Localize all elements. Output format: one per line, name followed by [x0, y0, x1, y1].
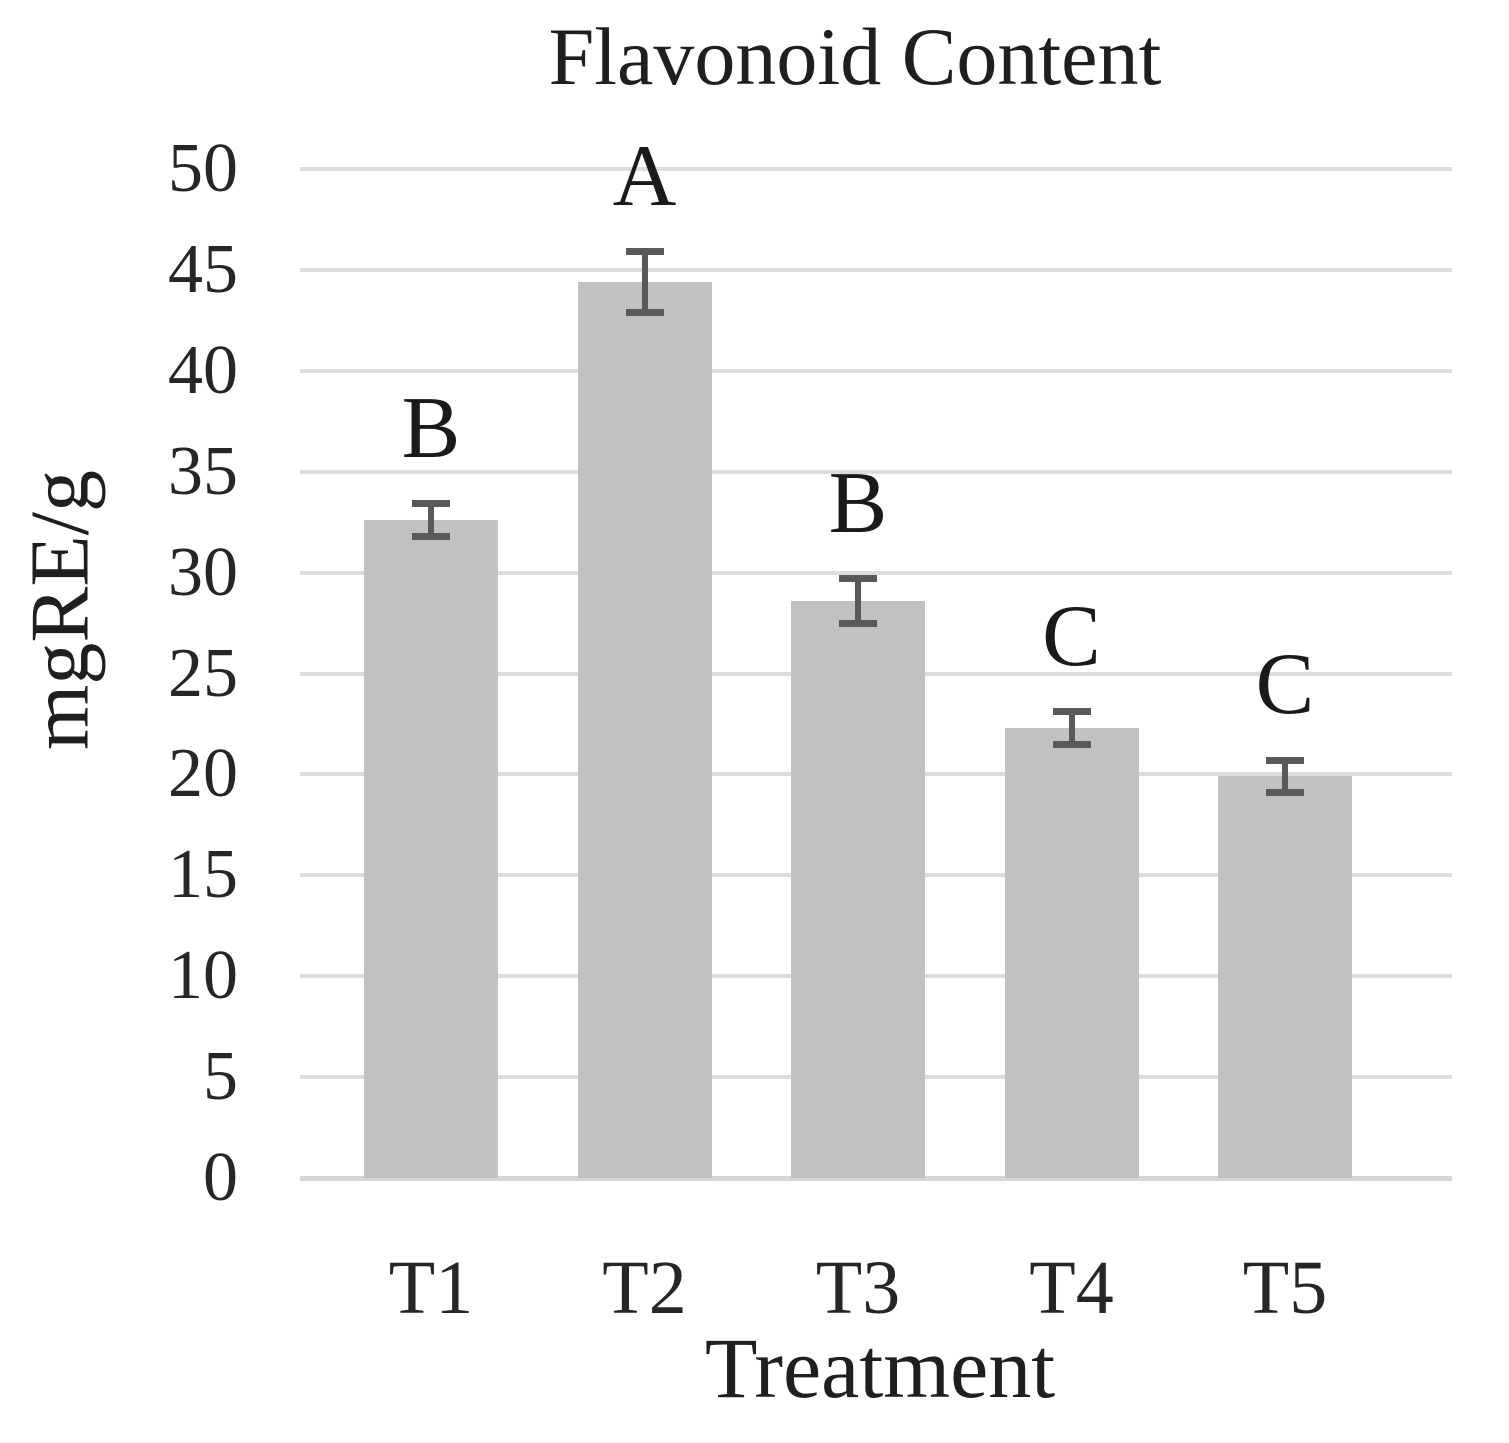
significance-letter: A — [612, 127, 677, 225]
error-bar-bottom-cap — [839, 619, 877, 627]
gridline — [300, 167, 1452, 171]
significance-letter: C — [1042, 587, 1101, 685]
error-bar-bottom-cap — [1266, 789, 1304, 797]
error-bar-bottom-cap — [412, 532, 450, 540]
gridline — [300, 469, 1452, 474]
y-tick-label: 15 — [168, 836, 238, 914]
y-tick-label: 5 — [203, 1038, 238, 1116]
error-bar-top-cap — [1266, 756, 1304, 764]
y-tick-label: 10 — [168, 937, 238, 1015]
x-tick-label: T4 — [1029, 1246, 1114, 1330]
gridline — [300, 368, 1452, 373]
significance-letter: B — [401, 379, 461, 477]
error-bar-top-cap — [412, 500, 450, 508]
error-bar-line — [855, 578, 861, 624]
error-bar-line — [428, 503, 434, 537]
significance-letter: B — [828, 454, 888, 552]
error-bar-top-cap — [1052, 708, 1091, 716]
bar-t1 — [364, 520, 498, 1178]
error-bar-top-cap — [839, 575, 877, 583]
bar-t5 — [1218, 776, 1352, 1178]
y-tick-label: 25 — [168, 634, 238, 712]
bar-t2 — [577, 282, 712, 1178]
error-bar-bottom-cap — [625, 308, 664, 316]
y-tick-label: 30 — [168, 533, 238, 611]
x-tick-label: T5 — [1242, 1246, 1328, 1330]
bar-t4 — [1004, 727, 1139, 1178]
x-axis-title: Treatment — [704, 1320, 1056, 1416]
y-tick-label: 45 — [168, 230, 238, 308]
y-tick-label: 20 — [168, 735, 238, 813]
y-tick-label: 0 — [203, 1139, 238, 1216]
error-bar-top-cap — [625, 248, 664, 256]
gridline — [300, 267, 1452, 272]
x-tick-label: T2 — [602, 1246, 687, 1330]
error-bar-line — [641, 251, 648, 313]
error-bar-line — [1068, 711, 1075, 745]
bar-t3 — [791, 600, 925, 1178]
chart-title: Flavonoid Content — [548, 11, 1162, 102]
error-bar-line — [1282, 760, 1288, 793]
x-tick-label: T1 — [388, 1246, 474, 1330]
error-bar-bottom-cap — [1052, 740, 1091, 748]
y-tick-label: 40 — [168, 331, 238, 409]
y-tick-label: 50 — [168, 130, 238, 207]
gridline — [300, 570, 1452, 575]
significance-letter: C — [1255, 636, 1315, 734]
y-tick-label: 35 — [168, 432, 238, 510]
x-tick-label: T3 — [815, 1246, 901, 1330]
x-axis-line — [300, 1176, 1452, 1181]
